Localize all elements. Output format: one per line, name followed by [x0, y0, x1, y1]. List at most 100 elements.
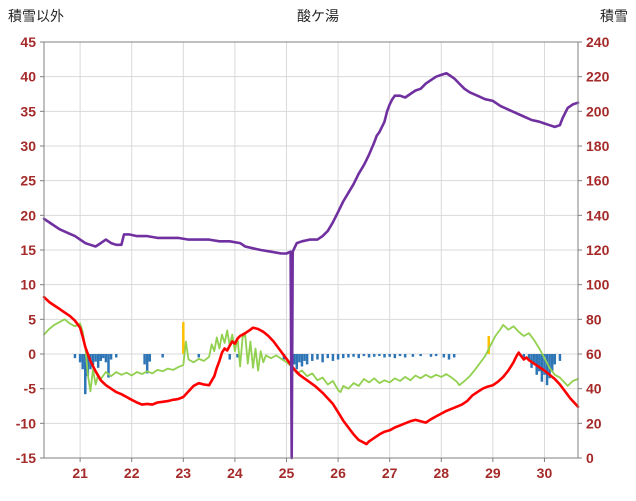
- blue-bars-bar: [545, 354, 549, 386]
- right-axis-tick-label: 240: [586, 34, 610, 50]
- blue-bars-bar: [197, 354, 201, 358]
- blue-bars-bar: [96, 354, 100, 368]
- blue-bars-bar: [372, 354, 376, 357]
- red-line: [42, 295, 580, 446]
- blue-bars-bar: [543, 354, 546, 375]
- blue-bars-bar: [143, 354, 146, 365]
- blue-bars-bar: [388, 354, 391, 357]
- blue-bars-bar: [73, 354, 77, 359]
- blue-bars-bar: [161, 354, 164, 358]
- blue-bars-bar: [298, 354, 301, 363]
- blue-bars-bar: [362, 354, 366, 357]
- blue-bars-bar: [442, 354, 446, 358]
- blue-bars-bar: [99, 354, 103, 361]
- x-axis-tick-label: 29: [485, 465, 501, 481]
- orange-bars-bar: [487, 335, 490, 354]
- blue-bars-bar: [228, 354, 231, 360]
- x-axis-tick-label: 28: [433, 465, 449, 481]
- blue-bars-bar: [403, 354, 407, 358]
- left-axis-tick-label: 35: [20, 103, 36, 119]
- blue-bars-bar: [114, 354, 118, 358]
- blue-bars-bar: [78, 354, 82, 363]
- left-axis-tick-label: 10: [20, 277, 36, 293]
- blue-bars-bar: [102, 354, 105, 359]
- blue-bars-bar: [295, 354, 299, 370]
- blue-bars-bar: [331, 354, 335, 361]
- blue-bars-bar: [429, 354, 433, 357]
- blue-bars-bar: [357, 354, 360, 359]
- right-axis-tick-label: 80: [586, 311, 602, 327]
- blue-bars-bar: [452, 354, 456, 358]
- x-axis-tick-label: 26: [330, 465, 346, 481]
- right-axis-tick-label: 0: [586, 450, 594, 466]
- left-axis-tick-label: -15: [16, 450, 36, 466]
- blue-bars-bar: [84, 354, 87, 395]
- right-axis-tick-label: 100: [586, 277, 610, 293]
- x-axis-tick-label: 27: [382, 465, 398, 481]
- right-axis-tick-label: 160: [586, 173, 610, 189]
- blue-bars-bar: [316, 354, 319, 360]
- blue-bars-bar: [94, 354, 97, 362]
- blue-bars-bar: [104, 354, 108, 363]
- left-axis-tick-label: 25: [20, 173, 36, 189]
- x-axis-tick-label: 30: [537, 465, 553, 481]
- blue-bars-bar: [553, 354, 557, 365]
- blue-bars-bar: [336, 354, 340, 360]
- blue-bars-bar: [236, 354, 239, 358]
- blue-bars-bar: [303, 354, 306, 361]
- right-axis-tick-label: 180: [586, 138, 610, 154]
- blue-bars-bar: [419, 354, 422, 357]
- x-axis-tick-label: 25: [279, 465, 295, 481]
- x-axis-tick-label: 24: [227, 465, 243, 481]
- blue-bars-bar: [107, 354, 110, 378]
- blue-bars-bar: [321, 354, 324, 363]
- chart-title: 酸ケ湯: [297, 8, 339, 24]
- blue-bars-bar: [378, 354, 381, 357]
- blue-bars-bar: [532, 354, 536, 365]
- x-axis-tick-label: 23: [176, 465, 192, 481]
- blue-bars-bar: [393, 354, 397, 359]
- blue-bars-bar: [434, 354, 438, 357]
- blue-bars-bar: [558, 354, 562, 361]
- left-axis-tick-label: 0: [28, 346, 36, 362]
- blue-bars-bar: [81, 354, 84, 370]
- blue-bars-bar: [527, 354, 531, 361]
- x-axis-tick-label: 22: [124, 465, 140, 481]
- green-line: [43, 318, 579, 394]
- blue-bars-bar: [300, 354, 304, 367]
- left-axis-title: 積雪以外: [8, 8, 64, 24]
- left-axis-tick-label: 30: [20, 138, 36, 154]
- left-axis-tick-label: 20: [20, 207, 36, 223]
- left-axis-tick-label: 5: [28, 311, 36, 327]
- right-axis-tick-label: 200: [586, 103, 610, 119]
- blue-bars-bar: [398, 354, 402, 357]
- blue-bars-bar: [292, 354, 296, 365]
- blue-bars-bar: [367, 354, 371, 358]
- purple-line: [42, 71, 580, 460]
- blue-bars-bar: [447, 354, 451, 360]
- x-axis-tick-label: 21: [72, 465, 88, 481]
- right-axis-tick-label: 60: [586, 346, 602, 362]
- left-axis-tick-label: -5: [24, 381, 37, 397]
- blue-bars-bar: [311, 354, 314, 361]
- right-axis-tick-label: 20: [586, 415, 602, 431]
- blue-bars-bar: [326, 354, 330, 359]
- blue-bars-bar: [347, 354, 350, 358]
- blue-bars-bar: [148, 354, 152, 362]
- blue-bars-bar: [145, 354, 149, 374]
- blue-bars-bar: [550, 354, 554, 372]
- right-axis-tick-label: 120: [586, 242, 610, 258]
- blue-bars-bar: [109, 354, 113, 360]
- blue-bars-bar: [538, 354, 541, 372]
- blue-bars-bar: [91, 354, 95, 366]
- blue-bars-bar: [383, 354, 386, 358]
- left-axis-tick-label: 40: [20, 69, 36, 85]
- left-axis-tick-label: 15: [20, 242, 36, 258]
- right-axis-tick-label: 40: [586, 381, 602, 397]
- blue-bars-bar: [411, 354, 415, 357]
- left-axis-tick-label: 45: [20, 34, 36, 50]
- blue-bars-bar: [341, 354, 345, 359]
- blue-bars-bar: [352, 354, 355, 357]
